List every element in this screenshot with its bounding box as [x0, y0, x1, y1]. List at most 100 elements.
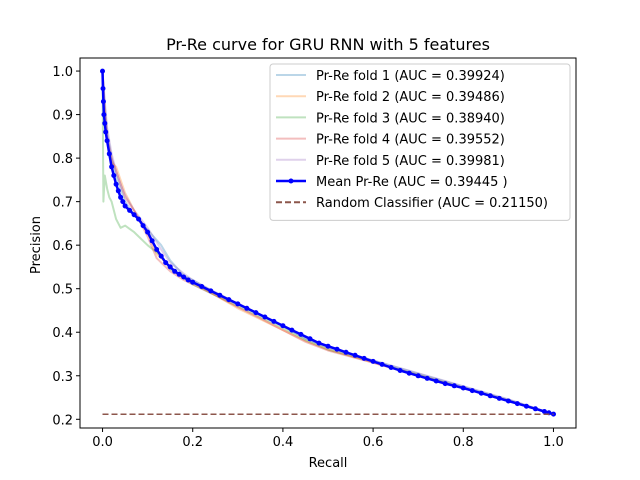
- series-point: [120, 199, 125, 204]
- series-point: [168, 264, 173, 269]
- series-point: [235, 301, 240, 306]
- series-point: [506, 399, 511, 404]
- series-point: [208, 288, 213, 293]
- series-point: [172, 269, 177, 274]
- x-tick-label: 0.0: [92, 435, 113, 450]
- series-point: [145, 230, 150, 235]
- series-point: [226, 297, 231, 302]
- series-point: [244, 306, 249, 311]
- series-point: [123, 204, 128, 209]
- series-point: [488, 393, 493, 398]
- series-point: [118, 195, 123, 200]
- series-point: [542, 409, 547, 414]
- y-tick-label: 0.4: [52, 326, 73, 341]
- legend-label: Pr-Re fold 4 (AUC = 0.39552): [316, 133, 505, 148]
- series-point: [533, 406, 538, 411]
- series-point: [100, 69, 105, 74]
- series-point: [116, 188, 121, 193]
- legend-label: Mean Pr-Re (AUC = 0.39445 ): [316, 175, 508, 190]
- series-point: [497, 396, 502, 401]
- series-point: [101, 86, 106, 91]
- series-point: [407, 371, 412, 376]
- legend-item: Random Classifier (AUC = 0.21150): [276, 196, 548, 211]
- series-point: [344, 350, 349, 355]
- series-point: [159, 254, 164, 259]
- series-point: [380, 362, 385, 367]
- series-point: [253, 310, 258, 315]
- legend-label: Pr-Re fold 1 (AUC = 0.39924): [316, 69, 505, 84]
- legend-label: Random Classifier (AUC = 0.21150): [316, 196, 548, 211]
- series-point: [136, 217, 141, 222]
- series-point: [103, 130, 108, 135]
- series-point: [111, 173, 116, 178]
- series-point: [141, 223, 146, 228]
- series-point: [371, 359, 376, 364]
- series-point: [190, 280, 195, 285]
- y-tick-label: 1.0: [52, 65, 73, 80]
- series-point: [280, 323, 285, 328]
- series-point: [154, 247, 159, 252]
- x-tick-label: 0.4: [273, 435, 294, 450]
- x-tick-label: 0.8: [453, 435, 474, 450]
- legend-label: Pr-Re fold 3 (AUC = 0.38940): [316, 111, 505, 126]
- x-tick-label: 0.6: [363, 435, 384, 450]
- series-point: [107, 151, 112, 156]
- legend-marker: [289, 179, 294, 184]
- series-point: [353, 353, 358, 358]
- x-tick-label: 0.2: [182, 435, 203, 450]
- series-point: [127, 208, 132, 213]
- series-point: [398, 368, 403, 373]
- series-point: [434, 379, 439, 384]
- series-point: [102, 121, 107, 126]
- series-point: [163, 260, 168, 265]
- series-point: [186, 278, 191, 283]
- y-tick-label: 0.5: [52, 283, 73, 298]
- y-axis: 0.2 0.3 0.4 0.5 0.6 0.7 0.8 0.9 1.0: [52, 65, 80, 428]
- chart-title: Pr-Re curve for GRU RNN with 5 features: [166, 35, 490, 54]
- series-point: [389, 365, 394, 370]
- series-point: [452, 383, 457, 388]
- y-tick-label: 0.6: [52, 239, 73, 254]
- series-point: [515, 401, 520, 406]
- y-tick-label: 0.2: [52, 413, 73, 428]
- series-point: [150, 238, 155, 243]
- series-point: [317, 341, 322, 346]
- series-point: [326, 344, 331, 349]
- series-point: [308, 336, 313, 341]
- series-point: [132, 212, 137, 217]
- series-point: [101, 99, 106, 104]
- series-point: [177, 272, 182, 277]
- series-point: [109, 164, 114, 169]
- series-point: [262, 315, 267, 320]
- y-tick-label: 0.3: [52, 370, 73, 385]
- series-point: [443, 381, 448, 386]
- series-point: [524, 404, 529, 409]
- series-point: [114, 182, 119, 187]
- y-tick-label: 0.9: [52, 109, 73, 124]
- series-point: [461, 386, 466, 391]
- series-point: [425, 376, 430, 381]
- series-point: [199, 284, 204, 289]
- series-point: [470, 388, 475, 393]
- series-point: [362, 356, 367, 361]
- series-point: [298, 332, 303, 337]
- series-point: [101, 112, 106, 117]
- x-axis: 0.0 0.2 0.4 0.6 0.8 1.0: [92, 428, 564, 450]
- series-point: [289, 328, 294, 333]
- series-point: [181, 275, 186, 280]
- legend-label: Pr-Re fold 5 (AUC = 0.39981): [316, 154, 505, 169]
- legend-label: Pr-Re fold 2 (AUC = 0.39486): [316, 90, 505, 105]
- legend: Pr-Re fold 1 (AUC = 0.39924) Pr-Re fold 2…: [270, 64, 570, 220]
- y-tick-label: 0.7: [52, 196, 73, 211]
- series-point: [105, 138, 110, 143]
- y-tick-label: 0.8: [52, 152, 73, 167]
- series-point: [416, 373, 421, 378]
- series-point: [479, 391, 484, 396]
- x-axis-label: Recall: [309, 456, 348, 471]
- series-point: [335, 347, 340, 352]
- series-point: [217, 293, 222, 298]
- x-tick-label: 1.0: [543, 435, 564, 450]
- y-axis-label: Precision: [29, 216, 44, 274]
- series-point: [271, 319, 276, 324]
